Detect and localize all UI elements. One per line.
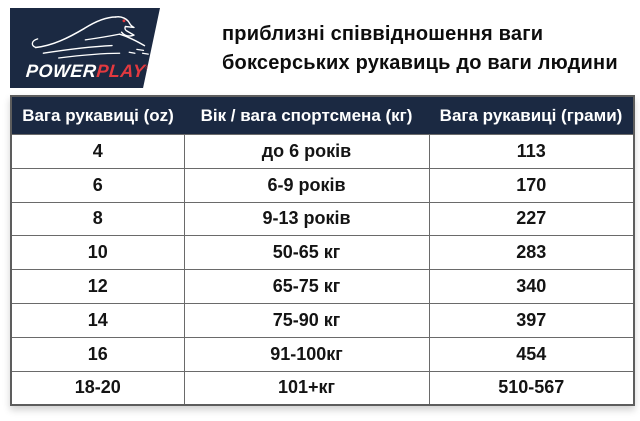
table-row: 18-20 101+кг 510-567 bbox=[10, 370, 635, 406]
page-title-line2: боксерських рукавиць до ваги людини bbox=[222, 52, 618, 74]
table-cell: 101+кг bbox=[183, 370, 430, 406]
page-title: приблизні співвідношення ваги боксерськи… bbox=[222, 20, 618, 78]
header-age-weight: Вік / вага спортсмена (кг) bbox=[184, 96, 429, 135]
table-cell: 16 bbox=[10, 336, 185, 372]
table-cell: 14 bbox=[10, 302, 185, 338]
powerplay-logo: POWERPLAY® bbox=[10, 8, 160, 88]
table-cell: 6-9 років bbox=[183, 167, 430, 203]
table-cell: 50-65 кг bbox=[183, 235, 430, 271]
table-cell: 10 bbox=[10, 235, 185, 271]
table-row: 12 65-75 кг 340 bbox=[10, 269, 635, 304]
table-cell: 65-75 кг bbox=[183, 269, 430, 304]
table-cell: 397 bbox=[428, 302, 635, 338]
table-header-row: Вага рукавиці (oz) Вік / вага спортсмена… bbox=[11, 96, 634, 135]
brand-wordmark: POWERPLAY® bbox=[25, 61, 152, 82]
table-cell: 113 bbox=[428, 134, 635, 169]
table-cell: до 6 років bbox=[183, 134, 430, 169]
table-row: 16 91-100кг 454 bbox=[10, 336, 635, 372]
glove-weight-table: Вага рукавиці (oz) Вік / вага спортсмена… bbox=[10, 95, 635, 407]
page-title-line1: приблизні співвідношення ваги bbox=[222, 23, 544, 45]
table-cell: 340 bbox=[428, 269, 635, 304]
table-cell: 227 bbox=[428, 201, 635, 237]
table-cell: 75-90 кг bbox=[183, 302, 430, 338]
brand-power-text: POWER bbox=[25, 61, 98, 81]
table-cell: 6 bbox=[10, 167, 185, 203]
table-cell: 9-13 років bbox=[183, 201, 430, 237]
table-row: 10 50-65 кг 283 bbox=[10, 235, 635, 271]
registered-mark: ® bbox=[145, 65, 152, 72]
table-row: 6 6-9 років 170 bbox=[10, 167, 635, 203]
table-cell: 4 bbox=[10, 134, 185, 169]
brand-play-text: PLAY bbox=[95, 61, 147, 81]
table-row: 8 9-13 років 227 bbox=[10, 201, 635, 237]
panther-icon bbox=[31, 16, 149, 59]
table-cell: 454 bbox=[428, 336, 635, 372]
table-cell: 91-100кг bbox=[183, 336, 430, 372]
table-cell: 8 bbox=[10, 201, 185, 237]
header-glove-weight-oz: Вага рукавиці (oz) bbox=[11, 96, 184, 135]
table-cell: 283 bbox=[428, 235, 635, 271]
table-row: 14 75-90 кг 397 bbox=[10, 302, 635, 338]
table-cell: 510-567 bbox=[428, 370, 635, 406]
header-glove-weight-grams: Вага рукавиці (грами) bbox=[429, 96, 634, 135]
table-cell: 18-20 bbox=[10, 370, 185, 406]
table-cell: 12 bbox=[10, 269, 185, 304]
table-cell: 170 bbox=[428, 167, 635, 203]
table-row: 4 до 6 років 113 bbox=[10, 134, 635, 169]
